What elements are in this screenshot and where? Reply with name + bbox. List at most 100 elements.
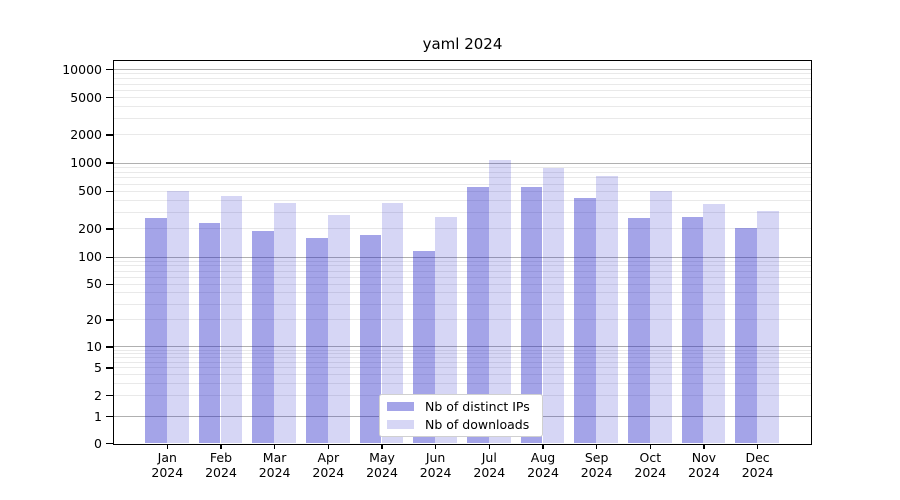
gridline-minor <box>114 357 811 359</box>
gridline-minor <box>114 276 811 278</box>
y-tick-mark <box>106 134 114 136</box>
y-tick-mark <box>106 394 114 397</box>
y-tick-label: 2000 <box>70 126 102 142</box>
x-tick-label: Dec 2024 <box>726 450 790 480</box>
x-tick-month: Jan <box>157 450 177 465</box>
x-tick-label: Mar 2024 <box>243 450 307 480</box>
x-tick-year: 2024 <box>205 465 237 480</box>
x-tick-mark <box>649 444 651 449</box>
gridline-minor <box>114 73 811 75</box>
legend: Nb of distinct IPs Nb of downloads <box>379 394 543 437</box>
y-tick-mark <box>106 283 114 285</box>
x-tick-label: Jun 2024 <box>404 450 468 480</box>
gridline-minor <box>114 106 811 108</box>
x-tick-mark <box>488 444 490 449</box>
x-tick-label: Nov 2024 <box>672 450 736 480</box>
x-tick-year: 2024 <box>687 465 720 480</box>
y-tick-mark <box>106 68 114 71</box>
gridline-minor <box>114 292 811 294</box>
gridline-minor <box>114 367 811 369</box>
y-tick-label: 50 <box>86 276 102 292</box>
x-tick-month: Feb <box>209 450 233 465</box>
x-tick-month: Oct <box>639 450 662 465</box>
x-tick-mark <box>703 444 705 449</box>
y-tick-mark <box>106 319 114 321</box>
x-tick-month: Mar <box>262 450 287 465</box>
chart-title: yaml 2024 <box>422 35 503 53</box>
y-tick-mark <box>106 228 114 230</box>
x-tick-month: Jun <box>425 450 446 465</box>
gridline-minor <box>114 117 811 119</box>
gridline-minor <box>114 166 811 168</box>
gridline-minor <box>114 211 811 213</box>
bar-distinct-ips <box>735 228 758 443</box>
legend-item-distinct-ips: Nb of distinct IPs <box>387 399 535 414</box>
x-tick-year: 2024 <box>741 465 774 480</box>
x-tick-mark <box>381 444 383 449</box>
gridline-minor <box>114 353 811 355</box>
y-tick-label: 10000 <box>62 61 102 77</box>
gridline-minor <box>114 78 811 80</box>
x-tick-mark <box>756 444 759 449</box>
y-tick-mark <box>106 346 114 348</box>
gridline-minor <box>114 183 811 185</box>
x-tick-mark <box>542 444 544 449</box>
x-tick-year: 2024 <box>580 465 613 480</box>
x-tick-month: Dec <box>745 450 770 465</box>
y-tick-mark <box>106 442 114 445</box>
y-tick-mark <box>106 415 114 418</box>
x-tick-mark <box>273 444 276 449</box>
legend-swatch-distinct-ips <box>387 402 414 411</box>
legend-item-downloads: Nb of downloads <box>387 416 535 432</box>
gridline-major <box>114 162 811 164</box>
y-tick-label: 0 <box>94 435 102 451</box>
bar-distinct-ips <box>520 187 543 443</box>
x-tick-label: May 2024 <box>350 450 414 480</box>
x-tick-year: 2024 <box>634 465 667 480</box>
gridline-minor <box>114 171 811 173</box>
y-tick-label: 500 <box>78 183 102 199</box>
gridline-minor <box>114 303 811 305</box>
bar-distinct-ips <box>681 216 704 443</box>
gridline-major <box>114 69 811 70</box>
gridline-minor <box>114 190 811 192</box>
x-tick-year: 2024 <box>419 465 452 480</box>
x-tick-mark <box>595 444 598 449</box>
bar-downloads <box>488 159 511 443</box>
bar-downloads <box>596 175 618 443</box>
x-tick-month: Jul <box>481 450 497 465</box>
x-tick-month: May <box>369 450 395 465</box>
gridline-minor <box>114 361 811 363</box>
x-tick-month: Apr <box>317 450 340 465</box>
bar-downloads <box>703 204 726 443</box>
bar-downloads <box>166 190 189 443</box>
gridline-minor <box>114 97 811 99</box>
bar-downloads <box>649 190 672 443</box>
x-tick-month: Aug <box>530 450 556 465</box>
gridline-minor <box>114 177 811 179</box>
x-tick-month: Sep <box>584 450 609 465</box>
bar-downloads <box>381 202 404 443</box>
bar-downloads <box>274 202 296 443</box>
x-tick-year: 2024 <box>258 465 291 480</box>
gridline-minor <box>114 83 811 85</box>
bar-downloads <box>220 195 243 443</box>
bar-distinct-ips <box>574 198 597 443</box>
y-tick-label: 1 <box>94 408 102 424</box>
x-tick-label: Feb 2024 <box>189 450 253 480</box>
y-tick-mark <box>106 367 114 369</box>
legend-label-downloads: Nb of downloads <box>425 416 530 432</box>
gridline-minor <box>114 349 811 351</box>
bar-downloads <box>327 214 350 443</box>
gridline-minor <box>114 382 811 384</box>
x-tick-label: Aug 2024 <box>511 450 575 480</box>
x-tick-label: Oct 2024 <box>618 450 682 480</box>
x-tick-label: Apr 2024 <box>296 450 360 480</box>
y-tick-mark <box>106 256 114 258</box>
y-tick-mark <box>106 162 114 164</box>
legend-swatch-downloads <box>387 420 414 429</box>
y-tick-label: 1000 <box>70 155 102 171</box>
gridline-minor <box>114 228 811 230</box>
gridline-minor <box>114 134 811 136</box>
